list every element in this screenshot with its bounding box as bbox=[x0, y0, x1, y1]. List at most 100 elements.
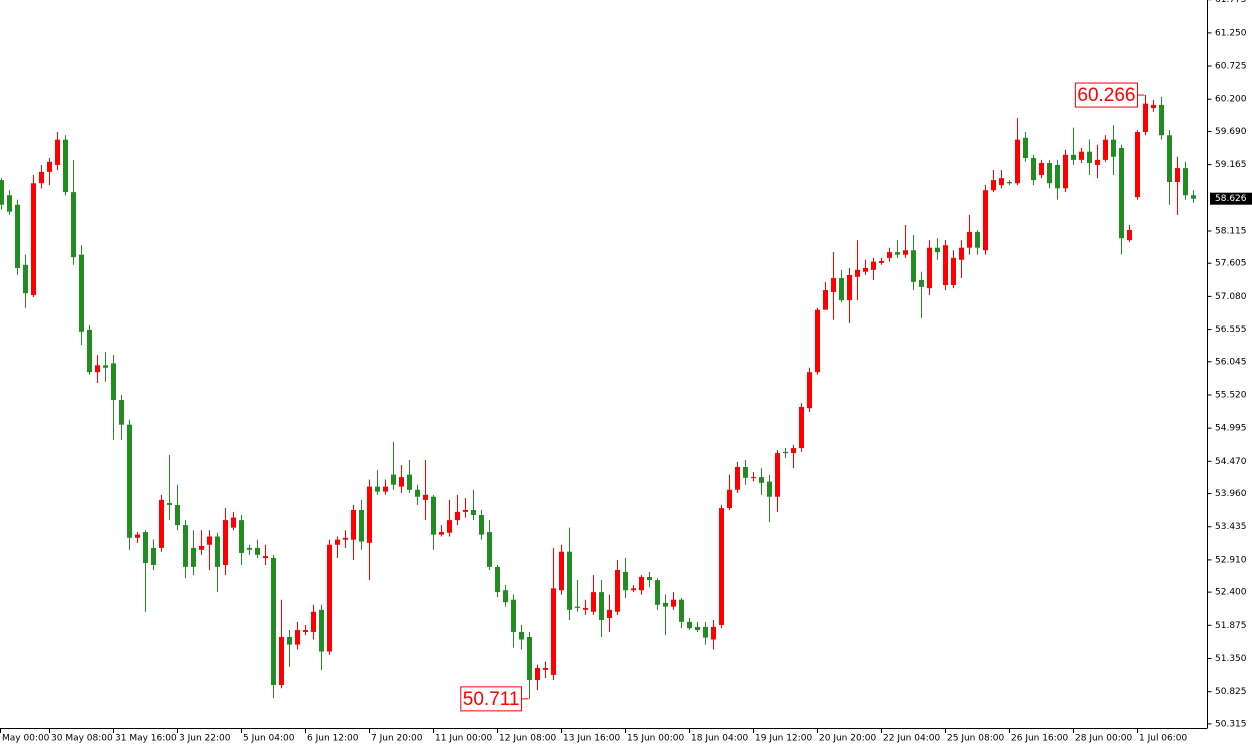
candle-body bbox=[215, 536, 220, 567]
candle-body bbox=[1015, 139, 1020, 184]
y-tick-label: 60.200 bbox=[1215, 95, 1247, 105]
candle-body bbox=[647, 576, 652, 581]
candle-body bbox=[223, 520, 228, 565]
candle-body bbox=[47, 161, 52, 172]
candle-body bbox=[1039, 163, 1044, 176]
candle-body bbox=[863, 267, 868, 272]
candle-body bbox=[111, 363, 116, 401]
candle-body bbox=[79, 254, 84, 332]
candle-body bbox=[1103, 139, 1108, 160]
y-tick-label: 61.775 bbox=[1215, 0, 1247, 5]
candle-body bbox=[711, 626, 716, 640]
candle-body bbox=[431, 496, 436, 535]
candle-body bbox=[455, 511, 460, 521]
candle-body bbox=[975, 231, 980, 248]
candle-body bbox=[815, 309, 820, 373]
candle-body bbox=[119, 400, 124, 425]
x-tick-label: 12 Jun 08:00 bbox=[499, 734, 556, 744]
candle-body bbox=[1183, 168, 1188, 196]
candle-body bbox=[271, 558, 276, 686]
candle-body bbox=[511, 599, 516, 632]
candle-body bbox=[319, 609, 324, 652]
candle-body bbox=[679, 599, 684, 622]
candle-body bbox=[31, 183, 36, 296]
candle-body bbox=[519, 631, 524, 640]
candle-body bbox=[263, 556, 268, 559]
candle-body bbox=[1071, 154, 1076, 160]
candle-body bbox=[151, 547, 156, 565]
x-tick-label: 25 Jun 08:00 bbox=[947, 734, 1004, 744]
x-tick-label: 13 Jun 16:00 bbox=[563, 734, 620, 744]
candle-body bbox=[463, 509, 468, 512]
candle-body bbox=[63, 139, 68, 193]
candle-body bbox=[767, 481, 772, 497]
y-tick-label: 52.910 bbox=[1215, 555, 1247, 565]
candle-body bbox=[847, 274, 852, 301]
candle-body bbox=[583, 607, 588, 610]
candle-body bbox=[471, 509, 476, 516]
candle-body bbox=[1063, 154, 1068, 189]
y-tick-label: 57.080 bbox=[1215, 292, 1247, 302]
x-tick-label: 28 Jun 00:00 bbox=[1075, 734, 1132, 744]
candle-body bbox=[1143, 103, 1148, 133]
x-tick-label: 3 Jun 22:00 bbox=[179, 734, 231, 744]
candle-body bbox=[943, 245, 948, 286]
candle-body bbox=[783, 451, 788, 454]
y-tick-label: 54.470 bbox=[1215, 457, 1247, 467]
candle-body bbox=[575, 606, 580, 608]
candle-body bbox=[375, 486, 380, 492]
x-tick-label: 22 Jun 04:00 bbox=[883, 734, 940, 744]
x-tick-label: 11 Jun 00:00 bbox=[435, 734, 492, 744]
candle-body bbox=[231, 517, 236, 528]
candle-body bbox=[559, 551, 564, 591]
x-tick-label: 5 Jun 04:00 bbox=[243, 734, 295, 744]
candle-body bbox=[839, 278, 844, 301]
candle-body bbox=[351, 509, 356, 540]
candle-body bbox=[439, 532, 444, 535]
candle-body bbox=[423, 494, 428, 500]
candle-body bbox=[383, 486, 388, 492]
candle-body bbox=[615, 570, 620, 612]
candle-body bbox=[999, 178, 1004, 186]
candle-body bbox=[919, 279, 924, 287]
candle-body bbox=[791, 448, 796, 454]
candle-body bbox=[303, 630, 308, 632]
x-tick-label: 20 Jun 20:00 bbox=[819, 734, 876, 744]
candle-body bbox=[623, 571, 628, 591]
y-tick-label: 55.520 bbox=[1215, 390, 1247, 400]
current-price-label: 58.626 bbox=[1215, 194, 1247, 204]
candle-body bbox=[871, 261, 876, 270]
candle-body bbox=[239, 520, 244, 553]
y-tick-label: 58.115 bbox=[1215, 226, 1247, 236]
candle-body bbox=[1159, 104, 1164, 136]
candle-body bbox=[1079, 151, 1084, 160]
extreme-annotation: 60.266 bbox=[1074, 82, 1145, 108]
candle-body bbox=[15, 204, 20, 268]
candle-body bbox=[487, 532, 492, 567]
candle-body bbox=[127, 424, 132, 538]
candle-body bbox=[247, 547, 252, 550]
candle-body bbox=[1055, 164, 1060, 189]
candle-body bbox=[87, 329, 92, 373]
candle-body bbox=[631, 588, 636, 591]
candle-body bbox=[727, 489, 732, 509]
candle-body bbox=[1023, 137, 1028, 158]
candle-body bbox=[1151, 104, 1156, 109]
candle-body bbox=[1119, 147, 1124, 239]
candle-body bbox=[895, 252, 900, 255]
candle-body bbox=[655, 580, 660, 605]
candle-body bbox=[71, 192, 76, 258]
y-tick-label: 59.690 bbox=[1215, 127, 1247, 137]
x-tick-label: 1 Jul 06:00 bbox=[1139, 734, 1188, 744]
y-tick-label: 54.995 bbox=[1215, 424, 1247, 434]
candle-body bbox=[599, 592, 604, 620]
current-price-box bbox=[1210, 192, 1252, 205]
candle-body bbox=[799, 406, 804, 449]
candle-body bbox=[495, 566, 500, 593]
candle-body bbox=[831, 278, 836, 292]
candle-body bbox=[1175, 168, 1180, 182]
candle-body bbox=[95, 365, 100, 373]
candle-body bbox=[479, 515, 484, 535]
x-tick-label: 15 Jun 00:00 bbox=[627, 734, 684, 744]
